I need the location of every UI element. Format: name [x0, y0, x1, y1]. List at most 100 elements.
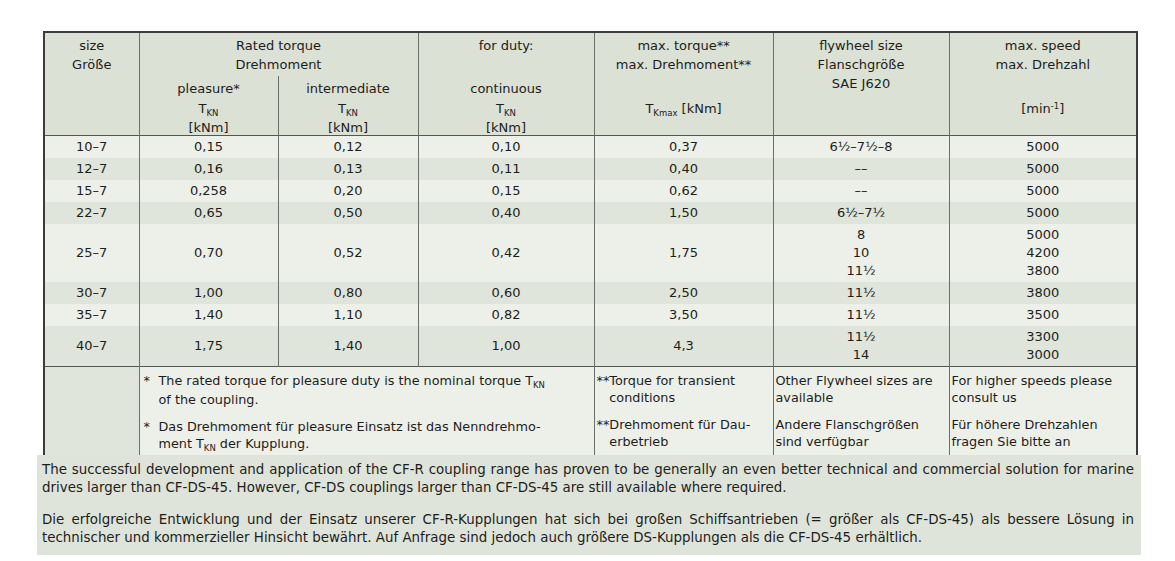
- cell-intermediate: 0,12: [278, 136, 418, 159]
- table-footnotes: * The rated torque for pleasure duty is …: [44, 367, 1137, 460]
- notes-block: The successful development and applicati…: [37, 455, 1141, 555]
- header-max-torque-en: max. torque**: [595, 36, 773, 55]
- table-row: 30–71,000,800,602,5011½3800: [44, 282, 1137, 304]
- header-pleasure: pleasure* TKN [kNm]: [139, 76, 278, 136]
- coupling-spec-table: size Größe Rated torque Drehmoment for d…: [43, 31, 1138, 460]
- cell-size: 25–7: [44, 224, 139, 282]
- cell-speed: 33003000: [949, 326, 1137, 367]
- cell-speed: 3800: [949, 282, 1137, 304]
- table-row: 35–71,401,100,823,5011½3500: [44, 304, 1137, 326]
- cell-continuous: 1,00: [418, 326, 594, 367]
- note-paragraph-de: Die erfolgreiche Entwicklung und der Ein…: [42, 511, 1134, 546]
- cell-size: 40–7: [44, 326, 139, 367]
- cell-continuous: 0,42: [418, 224, 594, 282]
- footnote-marker: **: [597, 372, 610, 406]
- cell-flywheel: 6½–7½: [773, 202, 949, 224]
- footnote-flywheel-en: Other Flywheel sizes are available: [776, 372, 947, 406]
- header-pleasure-unit: [kNm]: [140, 120, 278, 135]
- cell-flywheel: 81011½: [773, 224, 949, 282]
- table-row: 10–70,150,120,100,376½–7½–85000: [44, 136, 1137, 159]
- cell-max-torque: 1,75: [594, 224, 773, 282]
- cell-speed: 500042003800: [949, 224, 1137, 282]
- cell-size: 22–7: [44, 202, 139, 224]
- table-row: 12–70,160,130,110,40––5000: [44, 158, 1137, 180]
- footnote-text: Torque for transient conditions: [609, 372, 735, 406]
- footnote-star-en: * The rated torque for pleasure duty is …: [142, 372, 592, 408]
- header-size: size Größe: [44, 32, 139, 136]
- cell-pleasure: 0,16: [139, 158, 278, 180]
- cell-pleasure: 0,258: [139, 180, 278, 202]
- table-row: 40–71,751,401,004,311½1433003000: [44, 326, 1137, 367]
- header-continuous-tkn: TKN: [419, 99, 594, 120]
- cell-size: 12–7: [44, 158, 139, 180]
- cell-pleasure: 0,15: [139, 136, 278, 159]
- cell-continuous: 0,10: [418, 136, 594, 159]
- cell-max-torque: 3,50: [594, 304, 773, 326]
- cell-pleasure: 1,75: [139, 326, 278, 367]
- cell-intermediate: 1,40: [278, 326, 418, 367]
- cell-flywheel: 6½–7½–8: [773, 136, 949, 159]
- cell-flywheel: 11½14: [773, 326, 949, 367]
- cell-speed: 5000: [949, 136, 1137, 159]
- footnote-text: Drehmoment für Dau- erbetrieb: [609, 416, 750, 450]
- header-intermediate-tkn: TKN: [279, 99, 418, 120]
- cell-flywheel: ––: [773, 158, 949, 180]
- cell-intermediate: 1,10: [278, 304, 418, 326]
- footnote-speed-de: Für höhere Drehzahlen fragen Sie bitte a…: [952, 416, 1135, 450]
- footnote-text: The rated torque for pleasure duty is th…: [159, 372, 545, 408]
- cell-size: 30–7: [44, 282, 139, 304]
- footnote-speed-cell: For higher speeds please consult us Für …: [949, 367, 1137, 460]
- table-header: size Größe Rated torque Drehmoment for d…: [44, 32, 1137, 136]
- footnote-dstar-en: ** Torque for transient conditions: [597, 372, 771, 406]
- header-pleasure-tkn: TKN: [140, 99, 278, 120]
- footnote-marker: *: [144, 372, 159, 408]
- footnote-speed-en: For higher speeds please consult us: [952, 372, 1135, 406]
- header-flywheel-en: flywheel size: [774, 36, 949, 55]
- cell-continuous: 0,60: [418, 282, 594, 304]
- cell-pleasure: 1,00: [139, 282, 278, 304]
- cell-continuous: 0,82: [418, 304, 594, 326]
- cell-max-torque: 0,40: [594, 158, 773, 180]
- header-max-speed-en: max. speed: [950, 36, 1137, 55]
- header-pleasure-label: pleasure*: [140, 80, 278, 98]
- footnote-marker: **: [597, 416, 610, 450]
- header-rated-en: Rated torque: [140, 36, 418, 55]
- footnote-marker: *: [144, 418, 159, 454]
- header-intermediate: intermediate TKN [kNm]: [278, 76, 418, 136]
- cell-max-torque: 0,62: [594, 180, 773, 202]
- header-max-speed: max. speed max. Drehzahl [min-1]: [949, 32, 1137, 136]
- cell-intermediate: 0,50: [278, 202, 418, 224]
- header-max-torque: max. torque** max. Drehmoment** TKmax [k…: [594, 32, 773, 136]
- header-max-speed-de: max. Drehzahl: [950, 55, 1137, 74]
- footnote-size-cell: [44, 367, 139, 460]
- cell-intermediate: 0,52: [278, 224, 418, 282]
- cell-max-torque: 2,50: [594, 282, 773, 304]
- header-size-de: Größe: [45, 55, 139, 74]
- table-body: 10–70,150,120,100,376½–7½–8500012–70,160…: [44, 136, 1137, 367]
- header-continuous-unit: [kNm]: [419, 120, 594, 135]
- header-rated-torque: Rated torque Drehmoment: [139, 32, 418, 76]
- cell-continuous: 0,15: [418, 180, 594, 202]
- cell-size: 15–7: [44, 180, 139, 202]
- header-continuous: continuous TKN [kNm]: [418, 76, 594, 136]
- header-intermediate-label: intermediate: [279, 80, 418, 98]
- footnote-max-torque-cell: ** Torque for transient conditions ** Dr…: [594, 367, 773, 460]
- footnote-flywheel-cell: Other Flywheel sizes are available Ander…: [773, 367, 949, 460]
- header-size-en: size: [45, 36, 139, 55]
- table-row: 22–70,650,500,401,506½–7½5000: [44, 202, 1137, 224]
- footnote-star-de: * Das Drehmoment für pleasure Einsatz is…: [142, 418, 592, 454]
- cell-pleasure: 1,40: [139, 304, 278, 326]
- cell-pleasure: 0,70: [139, 224, 278, 282]
- header-for-duty: for duty:: [418, 32, 594, 76]
- header-continuous-label: continuous: [419, 80, 594, 98]
- footnote-text: Das Drehmoment für pleasure Einsatz ist …: [159, 418, 541, 454]
- header-intermediate-unit: [kNm]: [279, 120, 418, 135]
- table-row: 25–70,700,520,421,7581011½500042003800: [44, 224, 1137, 282]
- cell-continuous: 0,40: [418, 202, 594, 224]
- header-for-duty-label: for duty:: [419, 36, 594, 55]
- cell-speed: 5000: [949, 202, 1137, 224]
- header-tkmax-unit: TKmax [kNm]: [595, 100, 773, 119]
- page: size Größe Rated torque Drehmoment for d…: [0, 0, 1175, 561]
- cell-size: 10–7: [44, 136, 139, 159]
- cell-continuous: 0,11: [418, 158, 594, 180]
